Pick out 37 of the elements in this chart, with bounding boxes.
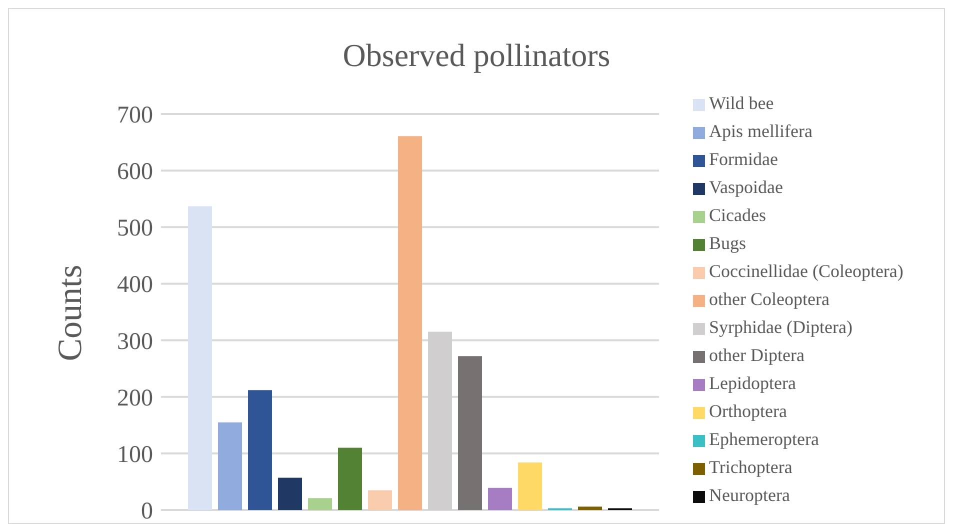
legend-label: other Coleoptera bbox=[709, 289, 830, 309]
legend-label: Neuroptera bbox=[709, 485, 790, 505]
y-tick-label: 700 bbox=[117, 102, 153, 129]
y-tick-label: 200 bbox=[117, 385, 153, 412]
legend-label: other Diptera bbox=[709, 345, 804, 365]
bar bbox=[458, 356, 482, 510]
y-axis-title: Counts bbox=[52, 264, 90, 362]
y-tick-label: 300 bbox=[117, 328, 153, 355]
y-tick-label: 100 bbox=[117, 442, 153, 468]
bar bbox=[488, 488, 512, 510]
bar bbox=[338, 448, 362, 510]
y-tick-label: 500 bbox=[117, 216, 153, 242]
bar bbox=[518, 462, 542, 510]
bar bbox=[308, 498, 332, 510]
bar bbox=[578, 506, 602, 510]
legend-label: Lepidoptera bbox=[709, 373, 796, 393]
chart-title: Observed pollinators bbox=[342, 37, 612, 74]
bar bbox=[398, 136, 422, 510]
legend-label: Trichoptera bbox=[709, 457, 792, 477]
bar bbox=[218, 422, 242, 510]
bar bbox=[188, 206, 212, 510]
legend-label: Ephemeroptera bbox=[709, 429, 819, 449]
legend-label: Cicades bbox=[709, 205, 766, 225]
legend-label: Formidae bbox=[709, 149, 778, 169]
y-tick-label: 0 bbox=[141, 498, 153, 525]
legend-label: Syrphidae (Diptera) bbox=[709, 317, 852, 337]
legend-label: Wild bee bbox=[709, 93, 774, 113]
y-tick-label: 400 bbox=[117, 272, 153, 298]
legend-label: Bugs bbox=[709, 233, 746, 253]
legend-label: Coccinellidae (Coleoptera) bbox=[709, 261, 904, 281]
legend-label: Vaspoidae bbox=[709, 177, 783, 197]
bar bbox=[278, 478, 302, 510]
legend-label: Orthoptera bbox=[709, 401, 787, 421]
bar bbox=[368, 490, 392, 510]
legend-label: Apis mellifera bbox=[709, 121, 812, 141]
bar bbox=[248, 390, 272, 510]
y-tick-label: 600 bbox=[117, 159, 153, 186]
